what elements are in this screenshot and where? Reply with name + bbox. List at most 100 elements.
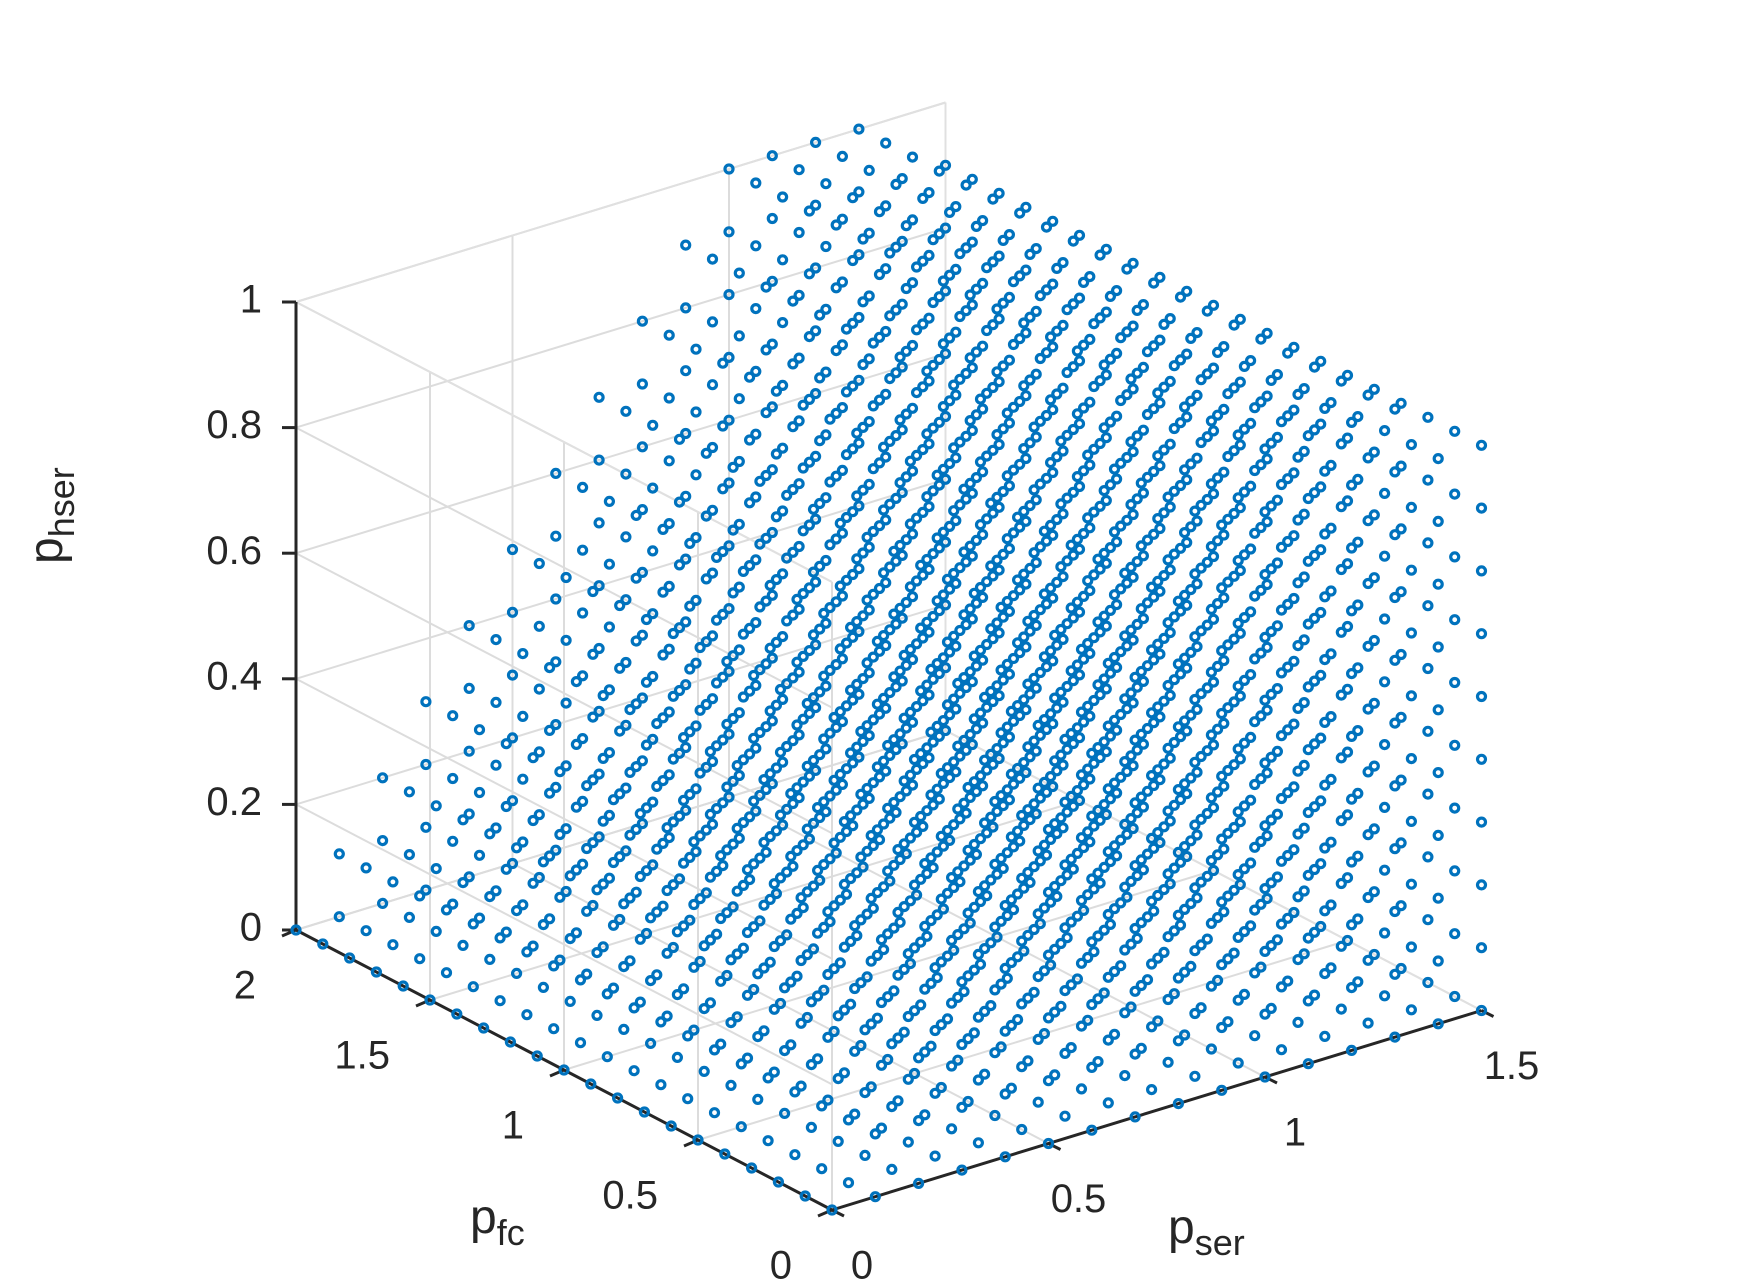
data-point [1100,432,1112,444]
data-point [591,884,603,896]
data-point [581,780,593,792]
data-point [1255,898,1267,910]
data-point [1040,786,1053,798]
data-point [1345,856,1358,868]
data-point [1298,383,1310,395]
data-point [861,531,873,543]
data-point [960,179,972,191]
data-point [1075,1083,1088,1095]
data-point [987,821,999,833]
y-tick-label-0: 0 [770,1244,792,1282]
data-point [1020,452,1032,465]
data-point [991,491,1003,503]
data-point [1232,743,1244,755]
data-point [894,539,906,552]
data-point [1255,584,1267,596]
data-point [991,805,1003,818]
data-point [1191,766,1203,778]
data-point [807,880,820,892]
data-point [1100,557,1112,569]
data-point [463,871,475,883]
data-point [803,393,816,405]
data-point [1065,979,1077,991]
data-point [447,835,459,847]
data-point [1104,604,1117,617]
data-point [1475,879,1488,891]
data-point [927,234,939,246]
data-point [921,679,933,691]
data-point [1121,891,1133,903]
data-point [743,497,756,509]
data-point [1315,481,1327,493]
data-point [1325,522,1337,534]
data-point [1335,877,1347,890]
data-point [1352,536,1364,548]
data-point [1137,675,1150,688]
data-point [1475,1004,1488,1017]
data-point [1315,858,1327,870]
data-point [1061,366,1073,379]
data-point [1073,355,1086,367]
data-point [989,795,1001,808]
data-point [921,491,933,503]
data-point [981,764,993,776]
data-point [1119,567,1131,579]
data-point [754,726,766,739]
data-point [700,573,712,585]
data-point [1127,508,1139,521]
data-point [717,608,729,621]
data-point [931,971,943,984]
data-point [731,1011,743,1023]
data-point [873,708,886,720]
data-point [1335,438,1347,450]
data-point [766,715,778,727]
data-point [803,707,816,720]
data-point [1325,962,1337,974]
data-point [1152,826,1164,839]
data-point [1042,1012,1055,1024]
data-point [1378,550,1391,562]
data-point [1238,611,1251,624]
data-point [867,525,879,538]
data-point [1368,823,1380,835]
data-point [700,636,712,648]
data-point [1152,575,1164,588]
data-point [1395,648,1407,661]
data-point [550,656,562,668]
data-point [958,734,970,747]
x-axis-label: pser [1168,1201,1245,1263]
data-point [1055,749,1067,761]
data-point [684,537,696,550]
data-point [811,1053,824,1065]
data-point [1195,625,1207,637]
data-point [1205,415,1218,427]
data-point [776,191,789,203]
data-point [840,763,853,775]
data-point [647,796,659,808]
data-point [1288,467,1300,479]
data-point [1164,375,1176,387]
data-point [793,164,805,176]
data-point [737,565,750,578]
data-point [677,983,690,995]
data-point [1234,439,1246,451]
data-point [630,572,642,584]
data-point [925,852,937,864]
data-point [877,567,890,579]
z-tick-label-2: 0.4 [206,654,262,698]
data-point [1271,682,1284,695]
data-point [809,701,822,714]
data-point [797,462,809,474]
data-point [917,192,929,204]
data-point [490,822,502,834]
data-point [1181,474,1193,486]
data-point [1288,718,1300,730]
data-point [1432,766,1444,779]
data-point [704,934,717,946]
data-point [463,619,475,632]
data-point [1014,270,1026,282]
data-point [1042,1137,1055,1150]
data-point [925,977,937,990]
data-point [803,205,816,217]
data-point [927,862,939,874]
